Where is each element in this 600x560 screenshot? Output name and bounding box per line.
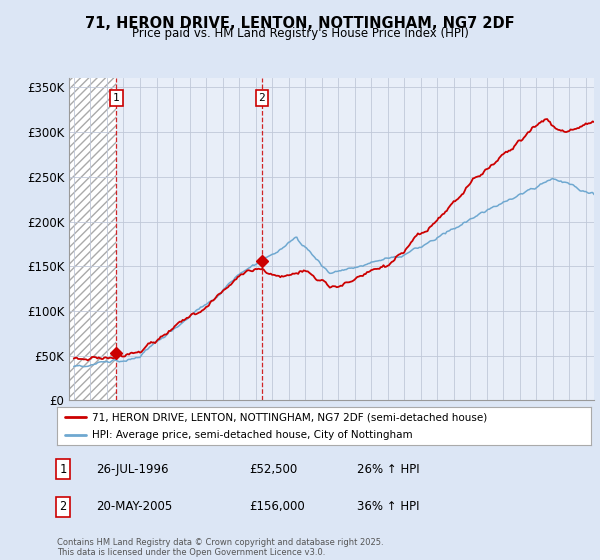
- Text: Contains HM Land Registry data © Crown copyright and database right 2025.
This d: Contains HM Land Registry data © Crown c…: [57, 538, 383, 557]
- Text: 26-JUL-1996: 26-JUL-1996: [96, 463, 169, 476]
- Text: 71, HERON DRIVE, LENTON, NOTTINGHAM, NG7 2DF: 71, HERON DRIVE, LENTON, NOTTINGHAM, NG7…: [85, 16, 515, 31]
- Text: 1: 1: [113, 93, 120, 103]
- Text: £156,000: £156,000: [249, 500, 305, 514]
- Text: 36% ↑ HPI: 36% ↑ HPI: [357, 500, 419, 514]
- Bar: [69, 78, 116, 400]
- Text: 2: 2: [259, 93, 265, 103]
- Text: £52,500: £52,500: [249, 463, 297, 476]
- Text: 20-MAY-2005: 20-MAY-2005: [96, 500, 172, 514]
- Text: 26% ↑ HPI: 26% ↑ HPI: [357, 463, 419, 476]
- Text: HPI: Average price, semi-detached house, City of Nottingham: HPI: Average price, semi-detached house,…: [92, 430, 412, 440]
- Text: 1: 1: [59, 463, 67, 476]
- Text: Price paid vs. HM Land Registry's House Price Index (HPI): Price paid vs. HM Land Registry's House …: [131, 27, 469, 40]
- Text: 2: 2: [59, 500, 67, 514]
- Text: 71, HERON DRIVE, LENTON, NOTTINGHAM, NG7 2DF (semi-detached house): 71, HERON DRIVE, LENTON, NOTTINGHAM, NG7…: [92, 412, 487, 422]
